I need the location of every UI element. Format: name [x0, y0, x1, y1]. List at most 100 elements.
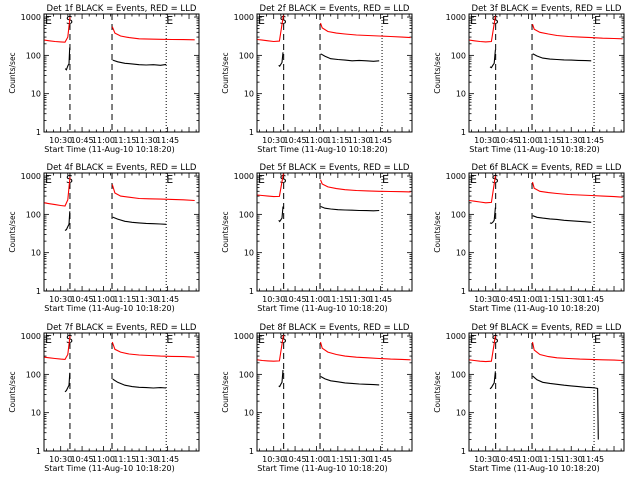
x-tick-label: 10:45	[71, 295, 94, 304]
x-tick-label: 10:30	[49, 455, 72, 464]
panel-title: Det 3f BLACK = Events, RED = LLD	[472, 4, 622, 14]
x-tick-label: 11:00	[305, 295, 328, 304]
x-axis-label: Start Time (11-Aug-10 10:18:20)	[257, 464, 388, 473]
plot-frame	[44, 333, 199, 451]
x-axis-label: Start Time (11-Aug-10 10:18:20)	[44, 145, 175, 154]
lld-series-line	[112, 342, 194, 357]
events-series-line	[65, 211, 70, 230]
y-tick-label: 1000	[234, 172, 254, 181]
plot-frame	[469, 333, 624, 451]
x-axis-label: Start Time (11-Aug-10 10:18:20)	[257, 304, 388, 313]
events-series-line	[279, 52, 283, 66]
y-tick-label: 10	[456, 249, 466, 258]
x-tick-label: 10:30	[49, 136, 72, 145]
y-tick-label: 1000	[446, 332, 466, 341]
marker-label-e: E	[166, 14, 173, 27]
y-tick-label: 1	[461, 287, 466, 296]
marker-label-e: E	[258, 14, 265, 27]
detector-panel-4: Det 4f BLACK = Events, RED = LLD 1 10 100 10…	[8, 163, 199, 313]
lld-series-line	[533, 24, 623, 39]
events-series-line	[533, 216, 592, 223]
x-tick-label: 11:15	[113, 295, 136, 304]
x-tick-label: 11:15	[538, 455, 561, 464]
panel-title: Det 6f BLACK = Events, RED = LLD	[472, 163, 622, 173]
x-tick-label: 11:30	[348, 136, 371, 145]
panel-title: Det 5f BLACK = Events, RED = LLD	[260, 163, 410, 173]
x-tick-label: 10:45	[496, 455, 519, 464]
marker-label-e: E	[45, 14, 52, 27]
x-axis-label: Start Time (11-Aug-10 10:18:20)	[469, 304, 600, 313]
y-tick-label: 1000	[446, 13, 466, 22]
x-tick-label: 11:45	[156, 455, 179, 464]
events-series-line	[490, 50, 495, 68]
marker-label-e: E	[594, 14, 601, 27]
plot-frame	[44, 14, 199, 132]
x-tick-label: 11:15	[538, 295, 561, 304]
marker-label-e: E	[382, 333, 389, 346]
y-tick-label: 100	[26, 51, 41, 60]
detector-panel-3: Det 3f BLACK = Events, RED = LLD11010010…	[433, 4, 624, 154]
x-axis-label: Start Time (11-Aug-10 10:18:20)	[44, 304, 175, 313]
lld-series-line	[321, 180, 411, 192]
x-tick-label: 10:30	[474, 295, 497, 304]
marker-label-e: E	[594, 333, 601, 346]
y-tick-label: 100	[26, 370, 41, 379]
x-tick-label: 11:45	[581, 455, 604, 464]
events-series-line	[113, 379, 167, 388]
x-tick-label: 11:15	[326, 136, 349, 145]
detector-panel-2: Det 2f BLACK = Events, RED = LLD 1 10 100 10…	[221, 4, 412, 154]
x-tick-label: 10:30	[262, 295, 285, 304]
x-tick-label: 11:45	[156, 295, 179, 304]
y-tick-label: 1000	[21, 332, 41, 341]
x-tick-label: 11:30	[348, 295, 371, 304]
y-tick-label: 10	[244, 249, 254, 258]
x-tick-label: 11:00	[92, 455, 115, 464]
x-tick-label: 11:45	[581, 136, 604, 145]
events-series-line	[533, 54, 592, 61]
panel-title: Det 4f BLACK = Events, RED = LLD	[47, 163, 197, 173]
x-tick-label: 11:45	[156, 136, 179, 145]
x-tick-label: 11:00	[517, 136, 540, 145]
events-series-line	[65, 373, 70, 392]
marker-label-e: E	[166, 333, 173, 346]
x-tick-label: 11:00	[305, 136, 328, 145]
x-tick-label: 11:15	[326, 295, 349, 304]
events-series-line	[321, 207, 380, 211]
events-series-line	[113, 60, 167, 65]
marker-label-e: E	[382, 14, 389, 27]
y-tick-label: 1	[461, 447, 466, 456]
y-axis-label: Counts/sec	[433, 211, 442, 252]
y-tick-label: 1	[249, 447, 254, 456]
x-tick-label: 11:00	[92, 295, 115, 304]
x-tick-label: 10:30	[49, 295, 72, 304]
x-axis-label: Start Time (11-Aug-10 10:18:20)	[257, 145, 388, 154]
x-tick-label: 10:45	[496, 136, 519, 145]
marker-label-e: E	[382, 173, 389, 186]
y-axis-label: Counts/sec	[221, 211, 230, 252]
plot-frame	[44, 173, 199, 291]
x-tick-label: 10:45	[71, 136, 94, 145]
marker-label-e: E	[45, 173, 52, 186]
lld-series-line	[321, 342, 411, 360]
events-series-line	[279, 370, 283, 387]
x-tick-label: 11:30	[348, 455, 371, 464]
events-series-line	[279, 207, 283, 222]
x-tick-label: 10:30	[262, 136, 285, 145]
detector-panel-8: Det 8f BLACK = Events, RED = LLD 1 10 100 10…	[221, 323, 412, 473]
panel-title: Det 8f BLACK = Events, RED = LLD	[260, 323, 410, 333]
events-series-line	[490, 371, 495, 389]
y-tick-label: 1000	[21, 13, 41, 22]
x-tick-label: 10:45	[284, 455, 307, 464]
y-tick-label: 1	[36, 447, 41, 456]
x-tick-label: 11:30	[560, 136, 583, 145]
x-tick-label: 10:45	[284, 295, 307, 304]
x-tick-label: 10:30	[262, 455, 285, 464]
y-tick-label: 100	[451, 51, 466, 60]
y-tick-label: 100	[239, 210, 254, 219]
x-tick-label: 11:30	[135, 136, 158, 145]
lld-series-line	[533, 342, 623, 361]
x-axis-label: Start Time (11-Aug-10 10:18:20)	[44, 464, 175, 473]
events-series-line	[113, 217, 167, 224]
x-tick-label: 11:00	[517, 295, 540, 304]
lld-series-line	[112, 27, 194, 40]
